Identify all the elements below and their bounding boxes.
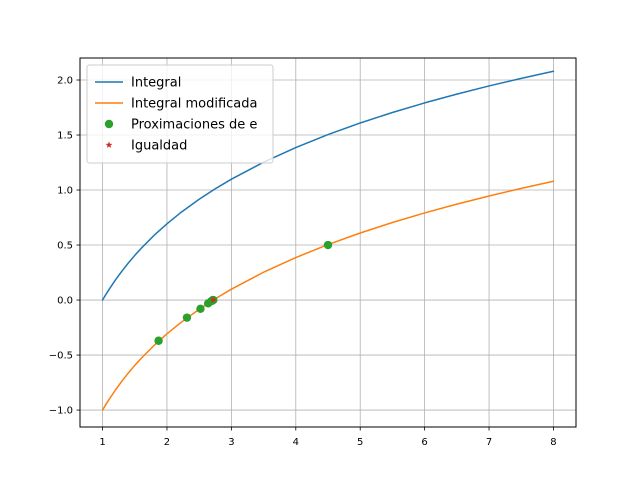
x-tick-label: 1: [99, 437, 105, 448]
axes-frame: [79, 57, 577, 428]
x-tick-label: 4: [293, 437, 299, 448]
legend-label: Proximaciones de e: [131, 118, 257, 133]
series-line-integral: [101, 70, 555, 301]
legend-marker-swatch: [104, 119, 114, 129]
legend-label: Igualdad: [131, 139, 187, 154]
x-tick-label: 3: [228, 437, 234, 448]
legend-label: Integral: [131, 76, 181, 91]
legend-label: Integral modificada: [131, 97, 257, 112]
legend-star-swatch: [105, 141, 113, 148]
y-tick-label: 1.0: [57, 186, 73, 197]
x-axis: 1 2 3 4 5 6 7 8: [99, 427, 557, 448]
x-tick-label: 2: [164, 437, 170, 448]
y-tick-label: −1.0: [49, 406, 73, 417]
x-tick-label: 5: [357, 437, 363, 448]
y-tick-label: 0.0: [57, 296, 73, 307]
star-marker-igualdad: [209, 296, 217, 303]
x-tick-label: 8: [550, 437, 556, 448]
plot-series: [101, 70, 555, 411]
x-tick-label: 6: [421, 437, 427, 448]
point-marker-proximaciones-de-e: [196, 304, 205, 314]
legend: Integral Integral modificada Proximaciones…: [86, 64, 274, 164]
y-tick-label: 2.0: [57, 76, 73, 87]
y-axis: −1.0 −0.5 0.0 0.5 1.0 1.5 2.0: [49, 76, 80, 417]
point-marker-proximaciones-de-e: [154, 336, 163, 345]
legend-box: [86, 64, 274, 164]
point-marker-proximaciones-de-e: [323, 240, 333, 250]
x-tick-label: 7: [486, 437, 492, 448]
y-tick-label: 0.5: [57, 241, 73, 252]
y-tick-label: 1.5: [57, 131, 73, 142]
y-tick-label: −0.5: [49, 351, 73, 362]
point-marker-proximaciones-de-e: [182, 313, 192, 322]
